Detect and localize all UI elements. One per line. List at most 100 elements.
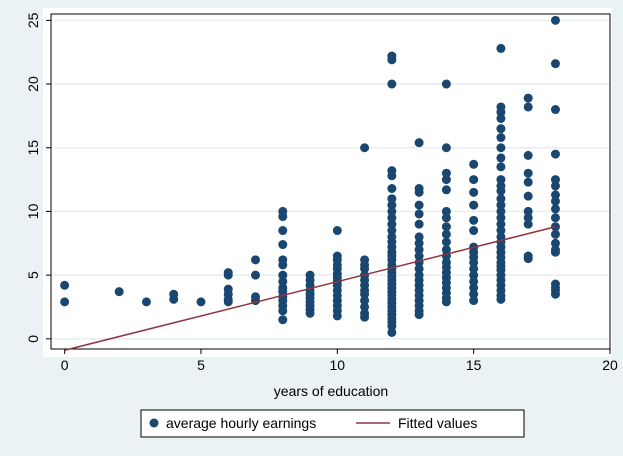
data-point — [496, 206, 506, 216]
data-point — [414, 232, 424, 242]
data-point — [523, 93, 533, 103]
data-point — [550, 213, 560, 223]
legend-box — [140, 409, 525, 438]
data-point — [441, 168, 451, 178]
data-point — [496, 124, 506, 134]
data-point — [523, 219, 533, 229]
x-tick-label: 20 — [602, 357, 618, 373]
data-point — [360, 296, 370, 306]
data-point — [550, 59, 560, 69]
x-axis-title: years of education — [274, 383, 388, 399]
data-point — [523, 150, 533, 160]
data-point — [387, 206, 397, 216]
data-point — [469, 264, 479, 274]
data-point — [523, 254, 533, 264]
data-point — [550, 247, 560, 257]
data-point — [60, 280, 70, 290]
y-tick-label: 0 — [25, 335, 41, 343]
data-point — [387, 327, 397, 337]
data-point — [169, 294, 179, 304]
data-point — [278, 240, 288, 250]
data-point — [196, 297, 206, 307]
data-point — [441, 245, 451, 255]
data-point — [387, 226, 397, 236]
data-point — [441, 229, 451, 239]
data-point — [441, 175, 451, 185]
data-point — [496, 133, 506, 143]
data-point — [414, 251, 424, 261]
plot-border — [50, 13, 611, 350]
data-point — [550, 190, 560, 200]
x-tick-label: 0 — [61, 357, 69, 373]
data-point — [278, 270, 288, 280]
data-point — [550, 204, 560, 214]
data-point — [414, 238, 424, 248]
data-point — [332, 226, 342, 236]
fitted-line-layer — [64, 225, 556, 352]
data-point — [469, 296, 479, 306]
data-point — [496, 226, 506, 236]
legend-marker-earnings — [149, 418, 159, 428]
data-point — [387, 213, 397, 223]
data-point — [441, 79, 451, 89]
data-point — [141, 297, 151, 307]
data-point — [469, 215, 479, 225]
data-point — [332, 311, 342, 321]
data-point — [278, 212, 288, 222]
data-point — [414, 209, 424, 219]
y-tick-label: 20 — [25, 76, 41, 92]
data-point — [496, 143, 506, 153]
data-point — [469, 283, 479, 293]
data-point — [496, 200, 506, 210]
data-point — [496, 162, 506, 172]
data-point — [387, 171, 397, 181]
data-point — [523, 168, 533, 178]
data-point — [414, 264, 424, 274]
data-point — [278, 315, 288, 325]
data-point — [496, 294, 506, 304]
data-point — [496, 213, 506, 223]
scatter-points — [60, 15, 560, 337]
data-point — [550, 149, 560, 159]
data-point — [360, 264, 370, 274]
data-point — [469, 226, 479, 236]
data-point — [469, 187, 479, 197]
data-point — [550, 15, 560, 25]
data-point — [387, 200, 397, 210]
data-point — [550, 238, 560, 248]
data-point — [496, 219, 506, 229]
data-point — [278, 226, 288, 236]
data-point — [496, 186, 506, 196]
data-point — [441, 185, 451, 195]
x-tick-label: 15 — [466, 357, 482, 373]
data-point — [496, 113, 506, 123]
data-point — [550, 105, 560, 115]
data-point — [223, 270, 233, 280]
data-point — [441, 206, 451, 216]
data-point — [360, 312, 370, 322]
data-point — [523, 206, 533, 216]
data-point — [496, 43, 506, 53]
data-point — [223, 297, 233, 307]
plot-region — [43, 8, 612, 357]
data-point — [441, 213, 451, 223]
data-point — [496, 153, 506, 163]
y-axis: 0 5 10 15 20 25 — [25, 12, 51, 343]
x-axis: 0 5 10 15 20 — [61, 349, 618, 373]
data-point — [469, 200, 479, 210]
data-point — [523, 213, 533, 223]
data-point — [550, 289, 560, 299]
data-point — [360, 289, 370, 299]
data-point — [441, 237, 451, 247]
data-point — [387, 55, 397, 65]
y-tick-label: 25 — [25, 12, 41, 28]
data-point — [550, 196, 560, 206]
data-point — [387, 321, 397, 331]
data-point — [251, 255, 261, 265]
data-point — [441, 297, 451, 307]
data-point — [114, 287, 124, 297]
data-point — [414, 187, 424, 197]
data-point — [387, 194, 397, 204]
